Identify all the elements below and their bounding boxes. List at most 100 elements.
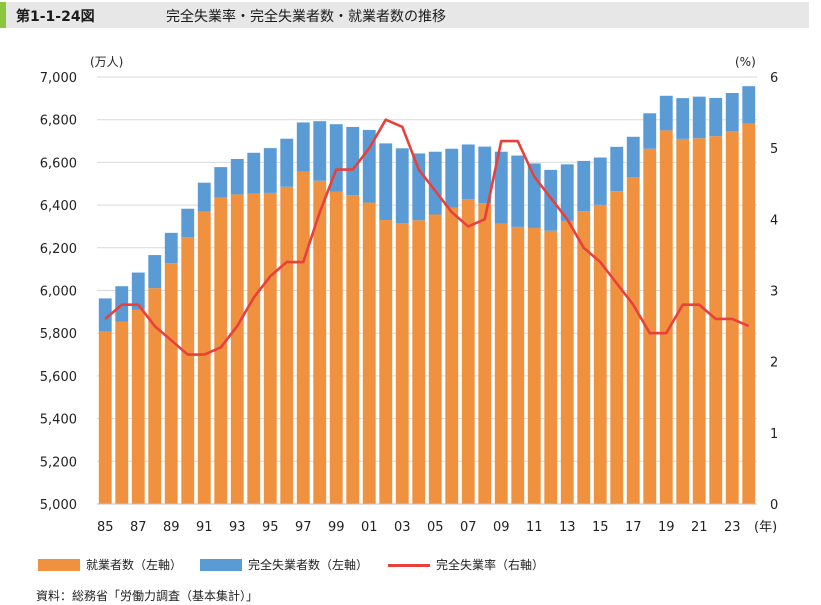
bar-unemployed	[676, 98, 690, 139]
bar-unemployed	[412, 153, 426, 221]
unemployment-rate-line	[104, 118, 750, 356]
bar-unemployed	[181, 208, 195, 238]
bar-unemployed	[527, 163, 541, 228]
bar-employed	[148, 288, 162, 504]
bar-employed	[692, 138, 706, 504]
bar-employed	[610, 191, 624, 504]
legend-swatch-rate	[388, 564, 430, 567]
bar-unemployed	[692, 96, 706, 139]
bar-employed	[280, 186, 294, 504]
bars	[98, 86, 756, 505]
bar-employed	[346, 195, 360, 505]
bar-employed	[560, 220, 574, 505]
y-left-tick-label: 6,600	[40, 156, 77, 171]
x-unit: (年)	[754, 520, 777, 535]
bar-unemployed	[214, 167, 228, 198]
y-left-tick-label: 6,000	[40, 285, 77, 300]
bar-unemployed	[131, 272, 145, 310]
bar-unemployed	[511, 155, 525, 227]
bar-employed	[98, 331, 112, 504]
bar-unemployed	[197, 182, 211, 212]
x-tick-label: 07	[460, 520, 477, 535]
bar-employed	[461, 199, 475, 504]
y-right-tick-label: 1	[770, 427, 778, 442]
y-left-tick-label: 5,200	[40, 455, 77, 470]
figure-number: 第1-1-24図	[16, 9, 95, 25]
x-tick-label: 87	[130, 520, 147, 535]
bar-unemployed	[709, 97, 723, 137]
bar-unemployed	[626, 136, 640, 178]
bar-unemployed	[544, 169, 558, 231]
bar-unemployed	[610, 146, 624, 192]
bar-unemployed	[98, 298, 112, 332]
bar-unemployed	[148, 255, 162, 289]
bar-unemployed	[313, 121, 327, 181]
bar-employed	[181, 237, 195, 504]
bar-unemployed	[445, 148, 459, 208]
bar-unemployed	[362, 129, 376, 203]
y-left-tick-label: 5,600	[40, 370, 77, 385]
y-left-tick-label: 5,000	[40, 498, 77, 513]
x-tick-label: 23	[724, 520, 741, 535]
x-tick-label: 99	[328, 520, 345, 535]
bar-employed	[494, 223, 508, 504]
x-tick-label: 93	[229, 520, 246, 535]
bar-unemployed	[164, 232, 178, 264]
x-tick-label: 11	[526, 520, 543, 535]
bar-employed	[445, 207, 459, 505]
y-right-unit: (%)	[735, 55, 756, 69]
x-ticks: 85 87 89 91 93 95 97 99 01 03 05 07 09 11 13 15 17 19 21 23	[97, 520, 741, 535]
x-tick-label: 19	[658, 520, 675, 535]
y-left-tick-label: 7,000	[40, 71, 77, 86]
x-tick-label: 21	[691, 520, 708, 535]
legend-swatch-employed	[38, 559, 80, 571]
bar-employed	[296, 171, 310, 504]
bar-unemployed	[346, 126, 360, 196]
chart: 5,000 5,200 5,400 5,600 5,800 6,000 6,200 6,400…	[40, 55, 779, 535]
bar-employed	[214, 197, 228, 504]
bar-employed	[577, 211, 591, 504]
rate-line	[104, 118, 750, 356]
bar-unemployed	[577, 160, 591, 212]
bar-employed	[626, 177, 640, 504]
bar-employed	[527, 227, 541, 504]
bar-employed	[544, 230, 558, 504]
legend: 就業者数（左軸） 完全失業者数（左軸） 完全失業率（右軸）	[0, 556, 821, 574]
figure-header: 第1-1-24図 完全失業率・完全失業者数・就業者数の推移	[0, 0, 821, 30]
bar-unemployed	[263, 148, 277, 193]
bar-employed	[263, 192, 277, 505]
x-tick-label: 17	[625, 520, 642, 535]
bar-unemployed	[742, 86, 756, 124]
x-tick-label: 05	[427, 520, 444, 535]
bar-employed	[247, 193, 261, 505]
bar-employed	[478, 203, 492, 504]
source-note: 資料：総務省「労働力調査（基本集計）」	[36, 589, 259, 603]
bar-unemployed	[247, 152, 261, 194]
bar-unemployed	[659, 95, 673, 131]
bar-employed	[362, 202, 376, 504]
bar-employed	[230, 194, 244, 505]
y-right-tick-label: 5	[770, 142, 778, 157]
bar-unemployed	[395, 148, 409, 224]
figure-title: 完全失業率・完全失業者数・就業者数の推移	[166, 9, 446, 25]
bar-employed	[593, 204, 607, 504]
y-right-tick-label: 0	[770, 498, 778, 513]
bar-unemployed	[494, 151, 508, 224]
bar-unemployed	[280, 138, 294, 187]
bar-employed	[412, 220, 426, 505]
bar-unemployed	[428, 151, 442, 215]
x-tick-label: 13	[559, 520, 576, 535]
x-tick-label: 01	[361, 520, 378, 535]
y-right-tick-label: 2	[770, 356, 778, 371]
bar-employed	[395, 223, 409, 504]
bar-employed	[164, 263, 178, 504]
bar-employed	[511, 226, 525, 504]
x-tick-label: 09	[493, 520, 510, 535]
bar-employed	[742, 123, 756, 504]
bar-unemployed	[560, 164, 574, 221]
bar-employed	[643, 148, 657, 504]
legend-label-unemployed: 完全失業者数（左軸）	[248, 558, 369, 572]
y-right-ticks: 0 1 2 3 4 5 6	[770, 71, 778, 513]
y-left-tick-label: 6,400	[40, 199, 77, 214]
bar-unemployed	[296, 122, 310, 172]
